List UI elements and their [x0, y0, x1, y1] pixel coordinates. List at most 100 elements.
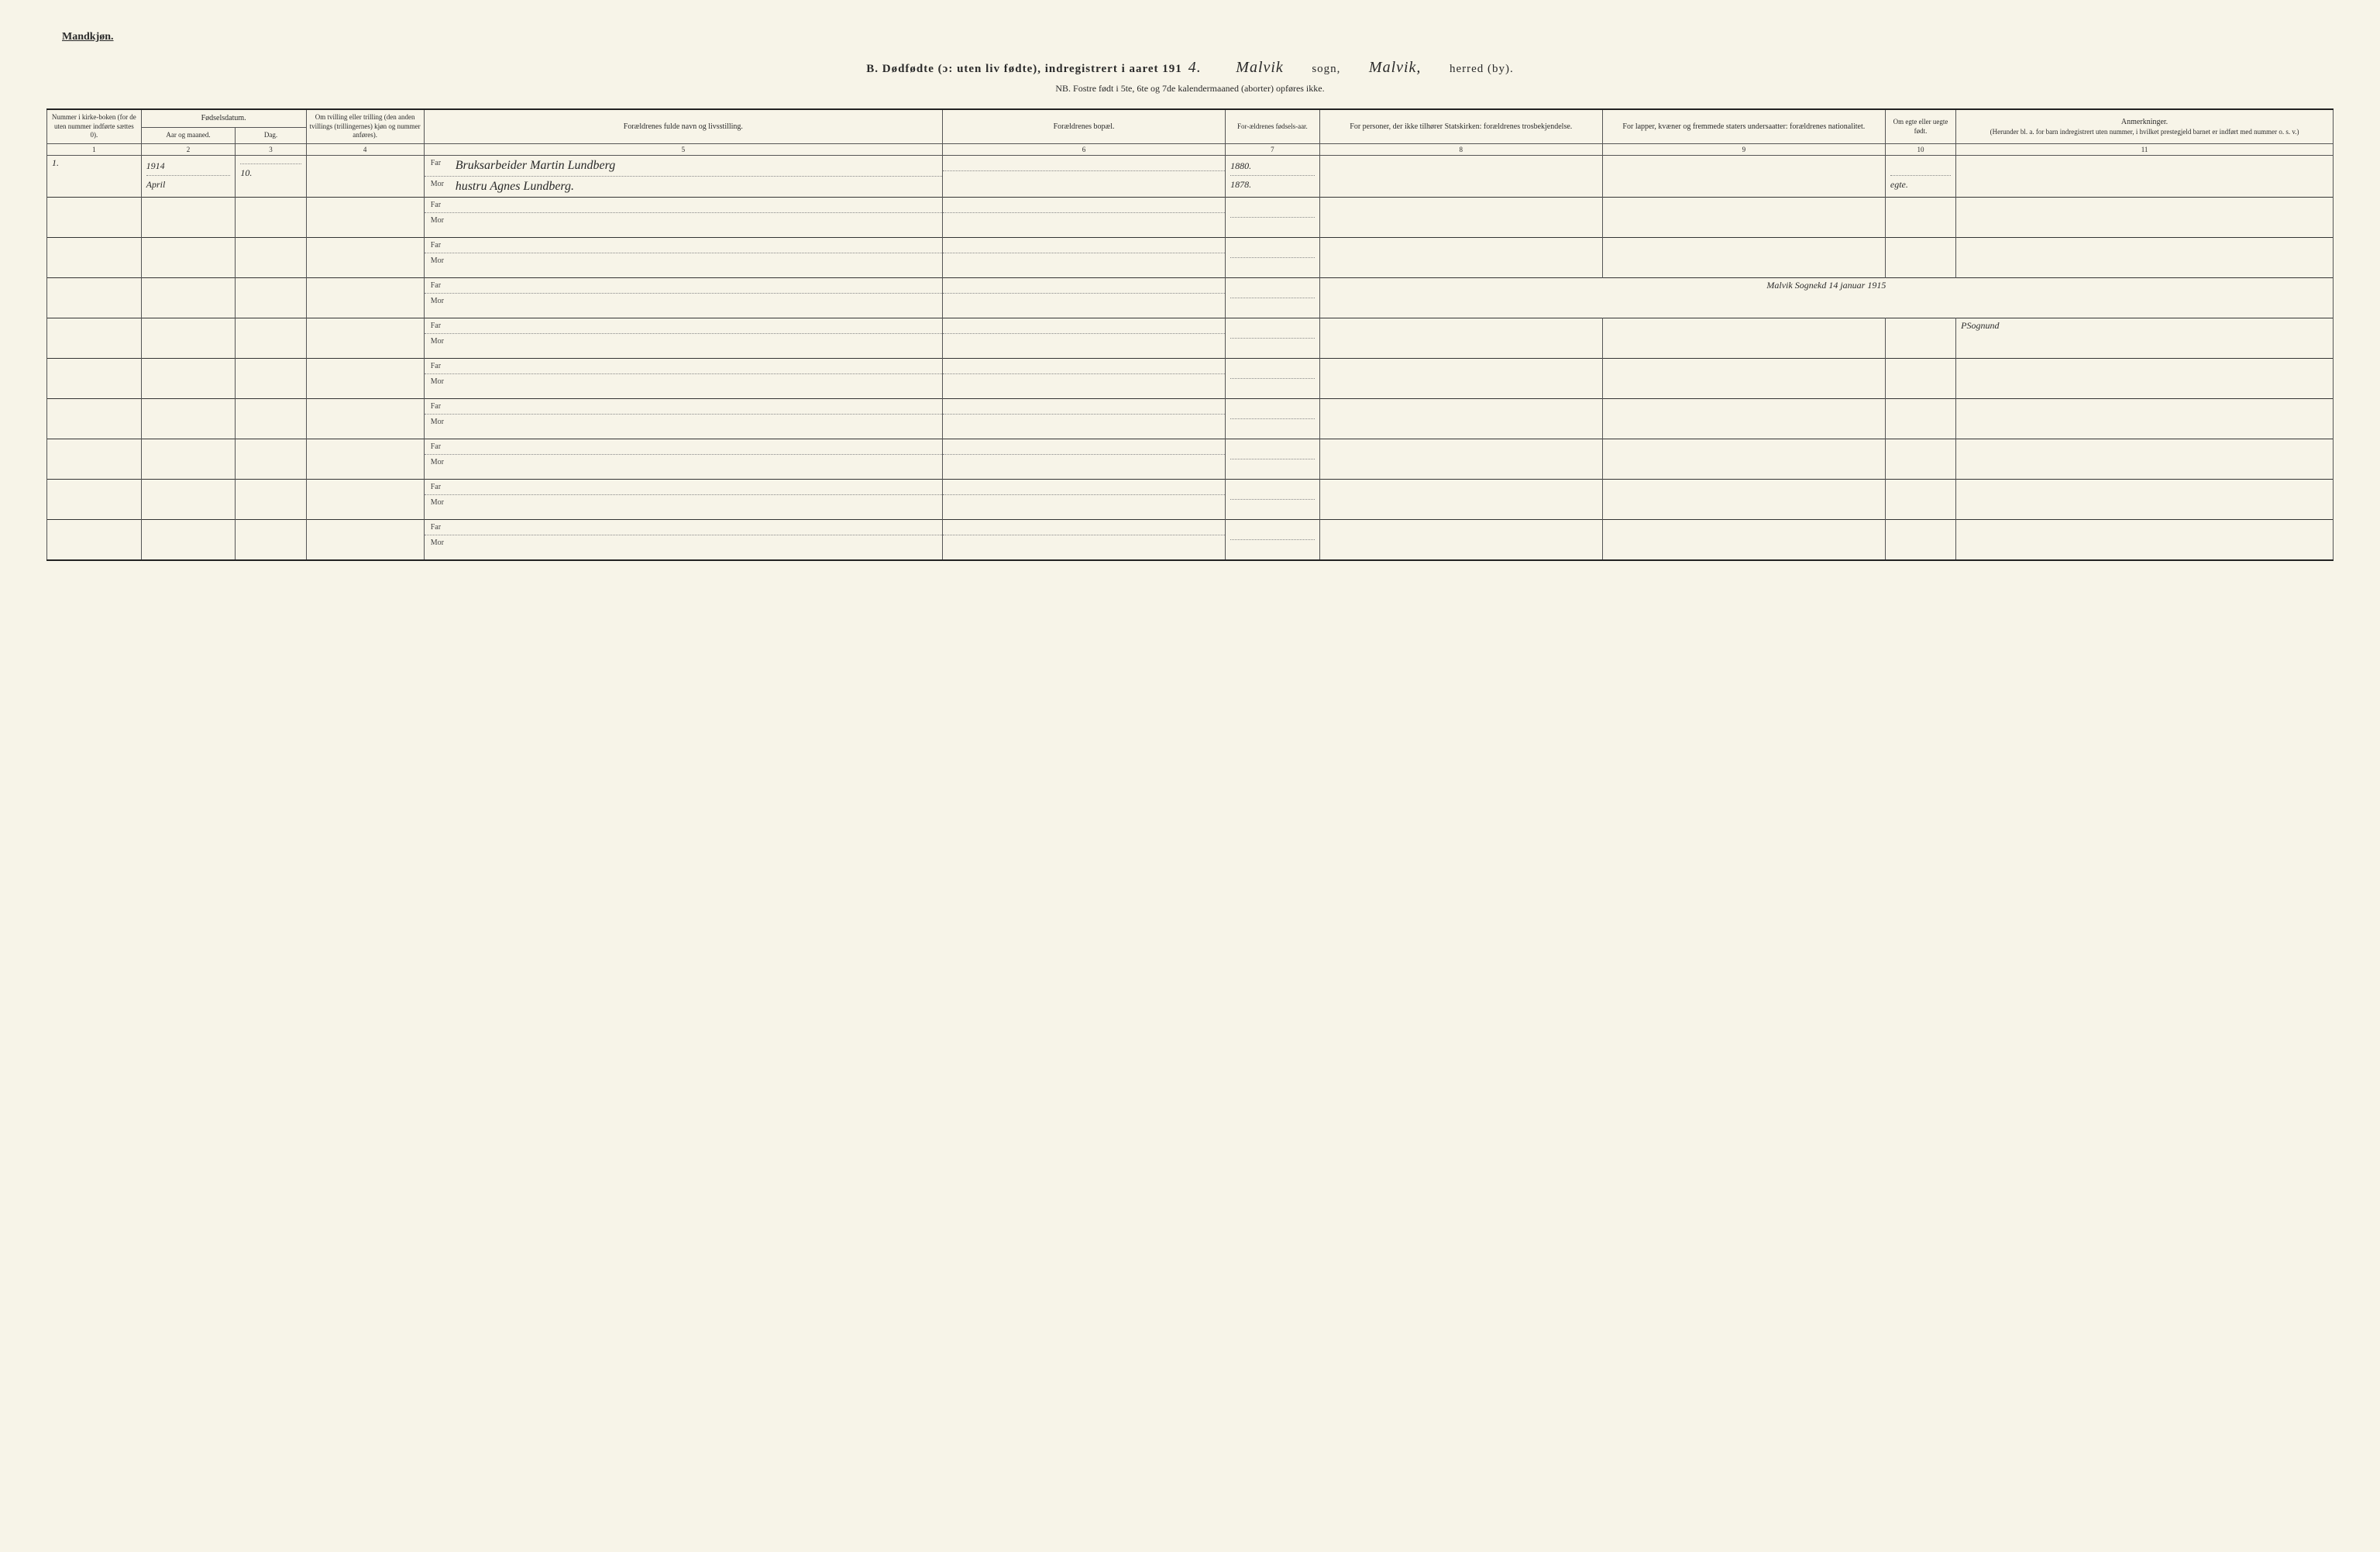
- entry-remarks: [1956, 198, 2334, 238]
- entry-religion: [1319, 156, 1602, 198]
- entry-nationality: [1602, 238, 1885, 278]
- entry-parent-birthyears: [1226, 399, 1320, 439]
- entry-religion: [1319, 318, 1602, 359]
- entry-day: [236, 480, 306, 520]
- entry-twin: [306, 520, 424, 561]
- entry-residence: [943, 520, 1226, 561]
- herred-label: herred: [1450, 63, 1484, 75]
- entry-day: [236, 238, 306, 278]
- header-col2a: Aar og maaned.: [141, 127, 236, 143]
- entry-religion: [1319, 198, 1602, 238]
- header-col2b: Dag.: [236, 127, 306, 143]
- table-row: FarMor: [47, 439, 2334, 480]
- entry-twin: [306, 439, 424, 480]
- entry-number: [47, 439, 142, 480]
- entry-number: [47, 520, 142, 561]
- title-main: Dødfødte (ɔ: uten liv fødte), indregistr…: [882, 63, 1182, 75]
- entry-day: [236, 278, 306, 318]
- entry-residence: [943, 156, 1226, 198]
- entry-religion: [1319, 238, 1602, 278]
- parish-name: Malvik: [1236, 59, 1284, 76]
- entry-religion: [1319, 520, 1602, 561]
- entry-parent-birthyears: [1226, 520, 1320, 561]
- colnum-6: 6: [943, 144, 1226, 156]
- entry-day: [236, 318, 306, 359]
- header-col5: Forældrenes fulde navn og livsstilling.: [424, 109, 942, 144]
- header-col9: For lapper, kvæner og fremmede staters u…: [1602, 109, 1885, 144]
- entry-year-month: [141, 520, 236, 561]
- entry-number: 1.: [47, 156, 142, 198]
- entry-number: [47, 399, 142, 439]
- entry-parent-birthyears: [1226, 278, 1320, 318]
- by-struck: (by).: [1488, 63, 1514, 75]
- entry-parents: FarMor: [424, 399, 942, 439]
- entry-parents: FarMor: [424, 238, 942, 278]
- entry-twin: [306, 156, 424, 198]
- entry-number: [47, 480, 142, 520]
- entry-religion: [1319, 439, 1602, 480]
- entry-twin: [306, 318, 424, 359]
- entry-residence: [943, 399, 1226, 439]
- entry-residence: [943, 318, 1226, 359]
- table-row: FarMor: [47, 480, 2334, 520]
- entry-parents: FarMor: [424, 480, 942, 520]
- entry-legitimacy: [1885, 318, 1955, 359]
- entry-nationality: [1602, 156, 1885, 198]
- entry-parents: FarBruksarbeider Martin LundbergMorhustr…: [424, 156, 942, 198]
- colnum-10: 10: [1885, 144, 1955, 156]
- entry-day: [236, 198, 306, 238]
- entry-legitimacy: [1885, 399, 1955, 439]
- table-row: FarMor: [47, 198, 2334, 238]
- entry-twin: [306, 198, 424, 238]
- register-table: Nummer i kirke-boken (for de uten nummer…: [46, 108, 2334, 561]
- entry-religion: [1319, 480, 1602, 520]
- entry-twin: [306, 238, 424, 278]
- entry-year-month: [141, 238, 236, 278]
- entry-residence: [943, 439, 1226, 480]
- entry-remarks: [1956, 156, 2334, 198]
- colnum-5: 5: [424, 144, 942, 156]
- header-col6: Forældrenes bopæl.: [943, 109, 1226, 144]
- entry-remarks: [1956, 238, 2334, 278]
- entry-twin: [306, 480, 424, 520]
- entry-number: [47, 238, 142, 278]
- entry-year-month: 1914April: [141, 156, 236, 198]
- entry-parent-birthyears: [1226, 480, 1320, 520]
- header-col4: Om tvilling eller trilling (den anden tv…: [306, 109, 424, 144]
- colnum-2: 2: [141, 144, 236, 156]
- entry-day: [236, 359, 306, 399]
- title-letter: B.: [866, 63, 879, 75]
- entry-parent-birthyears: [1226, 439, 1320, 480]
- entry-number: [47, 359, 142, 399]
- title-line: B. Dødfødte (ɔ: uten liv fødte), indregi…: [46, 59, 2334, 77]
- colnum-1: 1: [47, 144, 142, 156]
- entry-day: [236, 520, 306, 561]
- entry-year-month: [141, 399, 236, 439]
- entry-legitimacy: [1885, 439, 1955, 480]
- entry-residence: [943, 278, 1226, 318]
- entry-nationality: [1602, 520, 1885, 561]
- entry-year-month: [141, 318, 236, 359]
- entry-year-month: [141, 359, 236, 399]
- entry-nationality: [1602, 439, 1885, 480]
- entry-number: [47, 318, 142, 359]
- entry-parent-birthyears: 1880.1878.: [1226, 156, 1320, 198]
- colnum-9: 9: [1602, 144, 1885, 156]
- entry-number: [47, 278, 142, 318]
- entry-year-month: [141, 278, 236, 318]
- subtitle: NB. Fostre født i 5te, 6te og 7de kalend…: [46, 83, 2334, 95]
- entry-day: [236, 399, 306, 439]
- header-col11: Anmerkninger. (Herunder bl. a. for barn …: [1956, 109, 2334, 144]
- entry-residence: [943, 359, 1226, 399]
- district-name: Malvik,: [1369, 59, 1422, 76]
- entry-religion: [1319, 359, 1602, 399]
- colnum-7: 7: [1226, 144, 1320, 156]
- entry-residence: [943, 480, 1226, 520]
- table-row: FarMor: [47, 520, 2334, 561]
- signature: PSognund: [1956, 318, 2334, 359]
- entry-parents: FarMor: [424, 439, 942, 480]
- entry-nationality: [1602, 318, 1885, 359]
- entry-twin: [306, 278, 424, 318]
- entry-nationality: [1602, 359, 1885, 399]
- entry-residence: [943, 198, 1226, 238]
